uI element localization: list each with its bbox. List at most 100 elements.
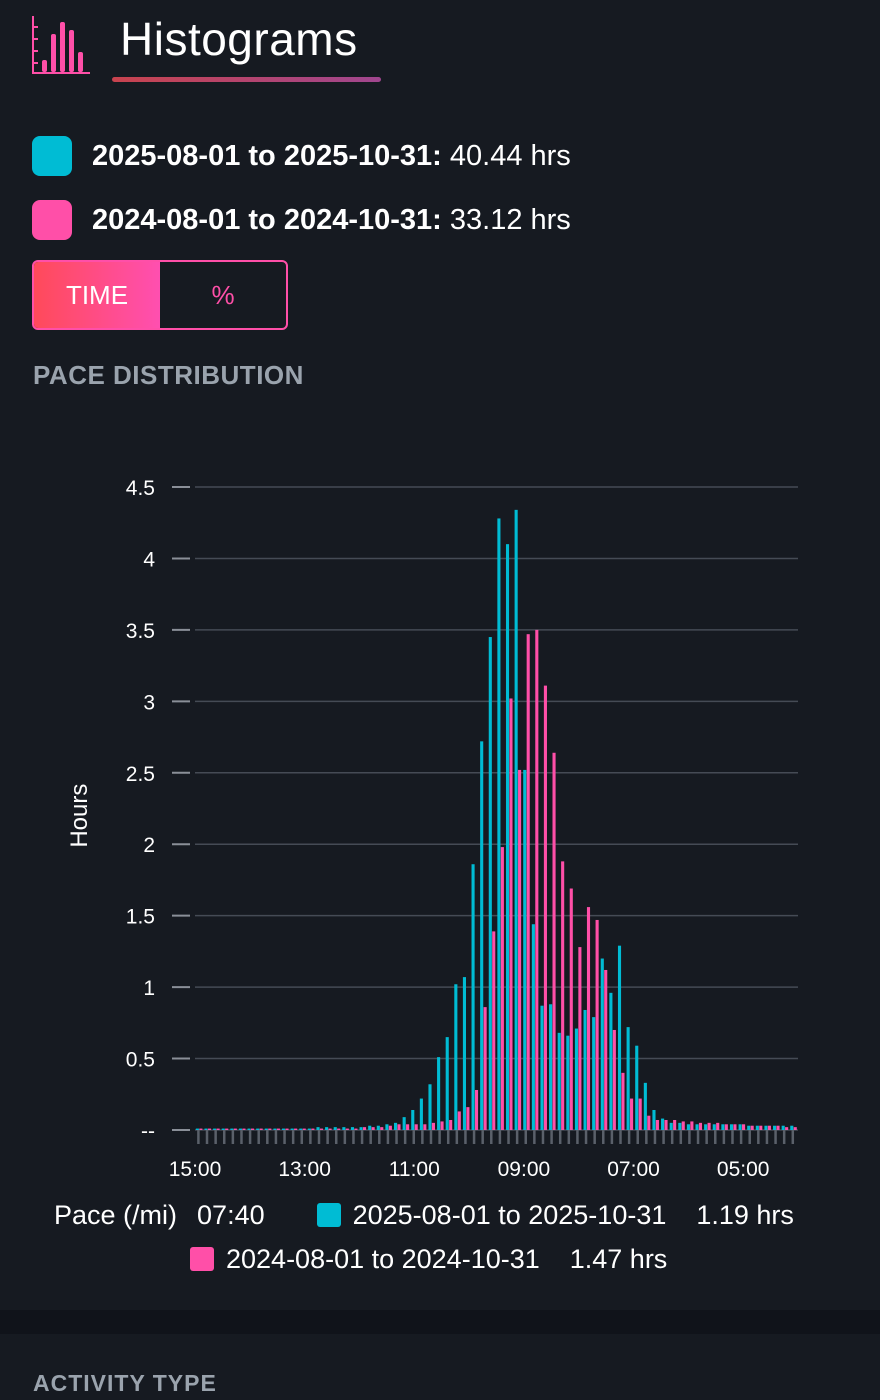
bar-previous [216, 1128, 220, 1130]
bar-previous [578, 947, 582, 1130]
bar-current [419, 1098, 423, 1130]
bin-tick [222, 1130, 226, 1144]
range-text-current: 2025-08-01 to 2025-10-31: 40.44 hrs [92, 140, 571, 173]
bar-previous [362, 1127, 367, 1130]
bar-previous [673, 1119, 677, 1130]
x-tick-label: 07:00 [607, 1158, 660, 1181]
bar-previous [647, 1115, 651, 1130]
bin-tick [464, 1130, 467, 1144]
bar-current [230, 1128, 234, 1130]
y-tick-label: 4 [143, 548, 155, 571]
bar-previous [319, 1128, 324, 1130]
bar-previous [225, 1128, 229, 1130]
bin-tick [576, 1130, 579, 1144]
bar-previous [500, 847, 504, 1130]
bar-current [643, 1082, 647, 1130]
bar-current [549, 1004, 553, 1130]
bar-current [350, 1127, 355, 1130]
bar-previous [733, 1124, 737, 1130]
bar-previous [431, 1122, 435, 1130]
bar-current [290, 1128, 294, 1130]
bar-previous [440, 1121, 444, 1130]
y-tick-label: 0.5 [126, 1049, 155, 1072]
bar-previous [759, 1125, 763, 1130]
bar-current [686, 1124, 690, 1130]
x-tick-label: 15:00 [169, 1158, 222, 1181]
pace-distribution-heading: PACE DISTRIBUTION [33, 360, 304, 390]
bar-current [764, 1125, 768, 1130]
bar-previous [595, 919, 599, 1130]
y-tick-label: 2.5 [126, 763, 155, 786]
bar-current [393, 1122, 398, 1130]
bin-tick [300, 1130, 304, 1144]
bin-tick [429, 1130, 433, 1144]
bar-current [773, 1125, 777, 1130]
bin-tick [696, 1130, 700, 1144]
bar-current [213, 1128, 217, 1130]
bar-previous [207, 1128, 212, 1130]
bar-current [755, 1125, 759, 1130]
bar-previous [397, 1124, 401, 1130]
bin-tick [627, 1130, 631, 1144]
bin-tick [636, 1130, 639, 1144]
bar-current [738, 1124, 742, 1130]
bar-current [342, 1127, 346, 1130]
bar-previous [242, 1128, 246, 1130]
bin-tick [705, 1130, 708, 1144]
bar-current [247, 1128, 251, 1130]
bar-current [195, 1128, 199, 1130]
bar-current [661, 1118, 665, 1130]
bin-tick [774, 1130, 777, 1144]
bar-current [238, 1128, 243, 1130]
y-axis-label: Hours [66, 784, 93, 848]
y-tick-label: 4.5 [126, 477, 155, 500]
bin-tick [524, 1130, 527, 1144]
bin-tick [679, 1130, 683, 1144]
bin-tick [662, 1130, 665, 1144]
bin-tick [782, 1130, 786, 1144]
bar-previous [423, 1124, 427, 1130]
bar-previous [294, 1128, 298, 1130]
activity-type-heading: ACTIVITY TYPE [33, 1370, 217, 1396]
bar-previous [406, 1124, 410, 1130]
bin-tick [455, 1130, 459, 1144]
bar-previous [302, 1128, 306, 1130]
bar-previous [354, 1128, 358, 1130]
bin-tick [266, 1130, 269, 1144]
bar-previous [250, 1128, 255, 1130]
bar-previous [630, 1098, 634, 1130]
bar-previous [457, 1111, 461, 1130]
y-tick-label: 1.5 [126, 906, 155, 929]
bar-current [747, 1125, 751, 1130]
bar-current [497, 518, 501, 1130]
bar-previous [285, 1128, 289, 1130]
bar-previous [328, 1128, 332, 1130]
bar-previous [509, 698, 513, 1130]
bar-previous [388, 1125, 392, 1130]
bar-current [299, 1128, 303, 1130]
bin-tick [481, 1130, 484, 1144]
pace-histogram-chart[interactable]: -- 0.5 1 1.5 2 2.5 3 3.5 4 4.5 Hours 15:00 13:00 11:0… [0, 440, 880, 1220]
bar-current [471, 864, 475, 1130]
bin-tick [791, 1130, 795, 1144]
bin-tick [731, 1130, 734, 1144]
bin-tick [748, 1130, 751, 1144]
bar-current [531, 924, 535, 1130]
bar-previous [492, 931, 496, 1130]
bar-current [592, 1017, 596, 1130]
bin-tick [765, 1130, 769, 1144]
page-header: Histograms [0, 0, 880, 100]
y-tick-label: 3.5 [126, 620, 155, 643]
bar-previous [552, 752, 556, 1130]
time-toggle-button[interactable]: TIME [34, 262, 160, 328]
range-legend-current: 2025-08-01 to 2025-10-31: 40.44 hrs [32, 135, 571, 177]
hover-legend: Pace (/mi) 07:40 2025-08-01 to 2025-10-3… [0, 1195, 880, 1285]
percent-toggle-button[interactable]: % [211, 279, 235, 310]
unit-toggle: TIME % [32, 260, 288, 330]
bar-previous [724, 1124, 728, 1130]
bar-current [695, 1124, 699, 1130]
bin-tick [257, 1130, 260, 1144]
bar-previous [612, 1029, 616, 1130]
bar-current [712, 1124, 716, 1130]
bar-current [574, 1028, 578, 1130]
